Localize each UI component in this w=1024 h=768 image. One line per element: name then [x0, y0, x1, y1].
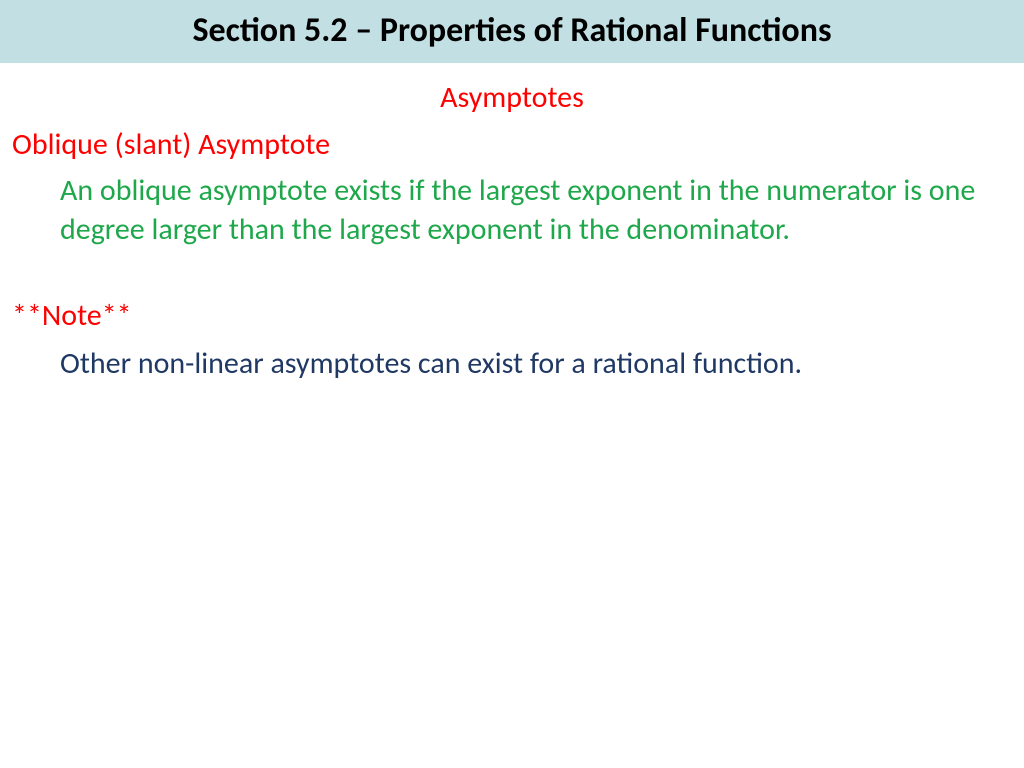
note-body-text: Other non-linear asymptotes can exist fo…: [12, 344, 1012, 383]
definition-text: An oblique asymptote exists if the large…: [12, 171, 1012, 249]
section-heading: Oblique (slant) Asymptote: [12, 126, 1012, 163]
note-heading: **Note**: [12, 297, 1012, 334]
subtitle: Asymptotes: [12, 79, 1012, 116]
slide-content: Asymptotes Oblique (slant) Asymptote An …: [0, 63, 1024, 383]
slide-header: Section 5.2 – Properties of Rational Fun…: [0, 0, 1024, 63]
slide-title: Section 5.2 – Properties of Rational Fun…: [0, 10, 1024, 51]
